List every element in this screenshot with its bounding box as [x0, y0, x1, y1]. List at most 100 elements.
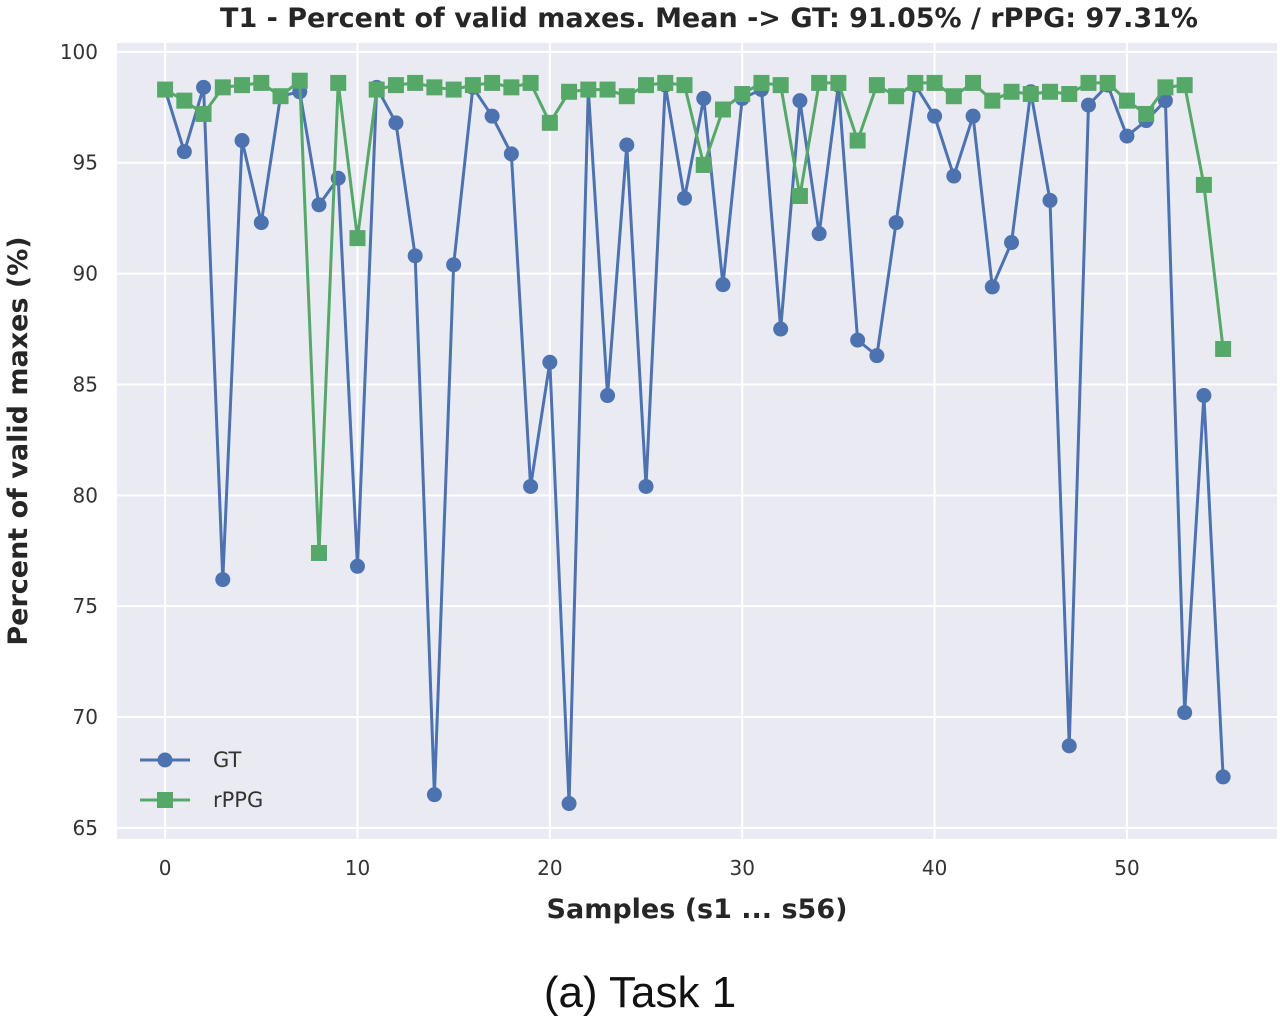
- data-point-rppg: [1099, 74, 1116, 91]
- data-point-gt: [811, 226, 827, 242]
- data-point-gt: [407, 248, 423, 264]
- data-point-rppg: [310, 544, 327, 561]
- data-point-rppg: [272, 88, 289, 105]
- x-axis-label: Samples (s1 ... s56): [547, 894, 848, 925]
- data-point-gt: [1215, 769, 1231, 785]
- data-point-gt: [1157, 93, 1173, 109]
- data-point-rppg: [714, 101, 731, 118]
- data-point-rppg: [1215, 340, 1232, 357]
- data-point-gt: [638, 478, 654, 494]
- legend-rppg-label: rPPG: [213, 788, 263, 812]
- data-point-gt: [965, 108, 981, 124]
- x-tick-label: 0: [159, 856, 172, 880]
- data-point-rppg: [407, 74, 424, 91]
- data-point-rppg: [1195, 176, 1212, 193]
- figure-caption: (a) Task 1: [543, 968, 737, 1017]
- data-point-gt: [715, 277, 731, 293]
- data-point-rppg: [1157, 79, 1174, 96]
- legend-gt-marker: [157, 752, 173, 768]
- data-point-rppg: [849, 132, 866, 149]
- data-point-rppg: [830, 74, 847, 91]
- data-point-gt: [1080, 97, 1096, 113]
- data-point-rppg: [368, 81, 385, 98]
- y-tick-label: 95: [73, 151, 98, 175]
- data-point-rppg: [984, 92, 1001, 109]
- data-point-rppg: [330, 74, 347, 91]
- x-tick-label: 40: [922, 856, 947, 880]
- data-point-gt: [600, 388, 616, 404]
- y-tick-label: 100: [60, 40, 98, 64]
- data-point-gt: [850, 332, 866, 348]
- data-point-rppg: [753, 74, 770, 91]
- data-point-gt: [234, 133, 250, 149]
- legend-gt-label: GT: [213, 748, 242, 772]
- data-point-rppg: [618, 88, 635, 105]
- data-point-gt: [542, 354, 558, 370]
- data-point-gt: [311, 197, 327, 213]
- data-point-gt: [792, 93, 808, 109]
- data-point-rppg: [291, 72, 308, 89]
- data-point-gt: [696, 90, 712, 106]
- data-point-rppg: [195, 105, 212, 122]
- data-point-gt: [253, 215, 269, 231]
- x-tick-label: 10: [345, 856, 370, 880]
- data-point-rppg: [791, 187, 808, 204]
- data-point-rppg: [1176, 77, 1193, 94]
- data-point-rppg: [580, 81, 597, 98]
- data-point-rppg: [387, 77, 404, 94]
- x-tick-label: 50: [1114, 856, 1139, 880]
- data-point-rppg: [522, 74, 539, 91]
- data-point-gt: [1177, 705, 1193, 721]
- data-point-gt: [1042, 192, 1058, 208]
- data-point-gt: [773, 321, 789, 337]
- data-point-rppg: [426, 79, 443, 96]
- data-point-rppg: [811, 74, 828, 91]
- data-point-rppg: [234, 77, 251, 94]
- data-point-gt: [888, 215, 904, 231]
- data-point-gt: [446, 257, 462, 273]
- data-point-rppg: [157, 81, 174, 98]
- data-point-gt: [426, 787, 442, 803]
- data-point-gt: [196, 79, 212, 95]
- data-point-rppg: [945, 88, 962, 105]
- data-point-gt: [523, 478, 539, 494]
- data-point-rppg: [926, 74, 943, 91]
- data-point-gt: [503, 146, 519, 162]
- data-point-gt: [484, 108, 500, 124]
- data-point-rppg: [541, 114, 558, 131]
- data-point-rppg: [868, 77, 885, 94]
- y-tick-label: 70: [73, 705, 98, 729]
- data-point-gt: [215, 572, 231, 588]
- line-chart: 0 10 20 30 40 50 65 70 75 80 85 90 95 100 T1 - Percen…: [3, 3, 1277, 925]
- y-tick-label: 75: [73, 594, 98, 618]
- data-point-rppg: [1003, 83, 1020, 100]
- data-point-rppg: [214, 79, 231, 96]
- data-point-rppg: [965, 74, 982, 91]
- data-point-gt: [176, 144, 192, 160]
- data-point-gt: [1004, 235, 1020, 251]
- data-point-rppg: [734, 85, 751, 102]
- data-point-gt: [1061, 738, 1077, 754]
- data-point-rppg: [695, 156, 712, 173]
- legend-rppg-marker: [157, 792, 173, 808]
- data-point-rppg: [1061, 85, 1078, 102]
- data-point-gt: [388, 115, 404, 131]
- data-point-gt: [676, 190, 692, 206]
- data-point-gt: [984, 279, 1000, 295]
- data-series: [157, 72, 1232, 812]
- data-point-gt: [927, 108, 943, 124]
- gridlines: [117, 43, 1277, 839]
- plot-area-background: [117, 43, 1277, 839]
- data-point-rppg: [176, 92, 193, 109]
- data-point-rppg: [657, 74, 674, 91]
- series-line-gt: [163, 83, 1225, 806]
- data-point-rppg: [1080, 74, 1097, 91]
- data-point-rppg: [888, 88, 905, 105]
- data-point-rppg: [445, 81, 462, 98]
- x-tick-label: 20: [537, 856, 562, 880]
- data-point-rppg: [253, 74, 270, 91]
- y-tick-label: 65: [73, 816, 98, 840]
- y-tick-label: 80: [73, 483, 98, 507]
- data-point-rppg: [638, 77, 655, 94]
- chart-title: T1 - Percent of valid maxes. Mean -> GT:…: [220, 3, 1198, 34]
